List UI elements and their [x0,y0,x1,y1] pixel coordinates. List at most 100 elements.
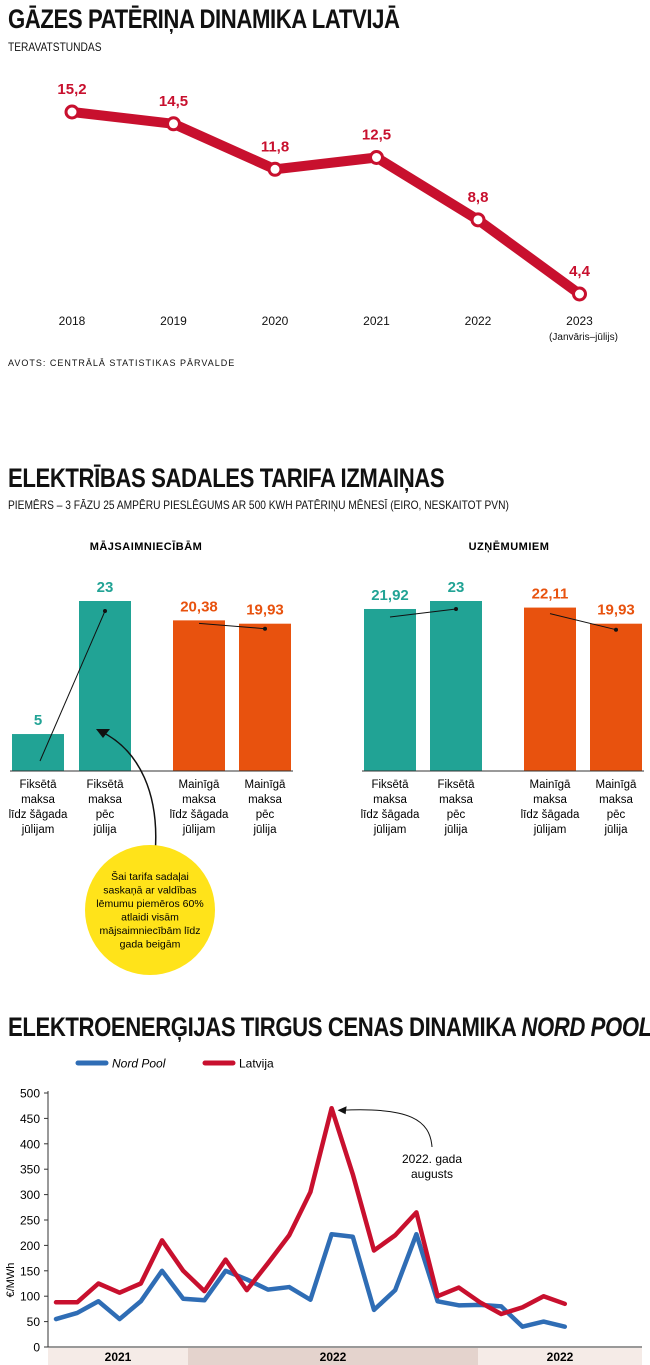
y-tick-label: 200 [20,1239,40,1253]
gas-chart-unit: TERAVATSTUNDAS [8,40,102,54]
households-category-label: līdz šāgada [170,809,229,821]
companies-category-label: maksa [439,794,473,806]
note-text-line: Šai tarifa sadaļai [111,870,189,883]
gas-x-tick-note: (Janvāris–jūlijs) [549,332,618,343]
year-band [188,1348,478,1365]
gas-value-label: 4,4 [569,263,591,280]
y-tick-label: 500 [20,1087,40,1101]
companies-category-label: pēc [447,809,466,821]
gas-chart-source: AVOTS: CENTRĀLĀ STATISTIKAS PĀRVALDE [8,358,236,368]
households-change-arrow-head [103,609,107,613]
households-bar [79,601,131,771]
households-category-label: Mainīgā [245,779,287,791]
gas-data-point [369,150,384,165]
gas-series-line [67,107,585,299]
note-callout-arrowhead [96,729,110,738]
companies-category-label: Mainīgā [596,779,638,791]
gas-line-chart: 15,2 2018 14,5 2019 11,8 2020 12,5 2021 8,8 2022 4… [57,81,618,343]
households-category-label: maksa [88,794,122,806]
companies-bar [524,607,576,771]
tariff-chart-title: ELEKTRĪBAS SADALES TARIFA IZMAIŅAS [8,463,445,493]
gas-value-label: 14,5 [159,93,188,110]
households-category-label: jūlijam [21,824,55,836]
households-category-label: Mainīgā [179,779,221,791]
companies-category-label: Fiksētā [437,779,475,791]
gas-value-label: 8,8 [468,189,489,206]
year-band-label: 2022 [547,1350,574,1364]
gas-x-tick-label: 2023 [566,314,593,328]
note-text-line: mājsaimniecībām līdz [100,925,201,937]
series-line-nord-pool [53,1231,568,1329]
year-band-label: 2022 [320,1350,347,1364]
households-value-label: 20,38 [180,598,218,615]
gas-x-tick-label: 2018 [59,314,86,328]
year-band [478,1348,642,1365]
gas-x-tick-label: 2021 [363,314,390,328]
gas-chart-title: GĀZES PATĒRIŅA DINAMIKA LATVIJĀ [8,4,400,34]
households-category-label: līdz šāgada [9,809,68,821]
nordpool-line-chart: 2021 2022 2022 0 50 100 150 200 250 300 350 400 450 5… [5,1057,642,1365]
gas-data-point [64,104,80,120]
households-category-label: pēc [256,809,275,821]
note-text-line: gada beigām [120,939,181,951]
companies-bar [590,623,642,771]
companies-category-label: līdz šāgada [361,809,420,821]
y-tick-label: 400 [20,1137,40,1151]
gas-value-label: 12,5 [362,127,391,144]
companies-group-title: UZŅĒMUMIEM [469,541,550,553]
companies-value-label: 22,11 [532,586,569,603]
year-band-label: 2021 [105,1350,132,1364]
year-band [48,1348,188,1365]
companies-category-label: maksa [599,794,633,806]
series-line-latvija [53,1105,568,1317]
households-category-label: jūlija [92,824,117,836]
legend-label: Nord Pool [112,1057,166,1071]
gas-value-label: 11,8 [261,138,289,155]
households-category-label: pēc [96,809,115,821]
households-bar [12,734,64,771]
peak-annotation-text: augusts [411,1167,453,1181]
companies-category-label: jūlija [603,824,628,836]
companies-category-label: Mainīgā [530,779,572,791]
y-tick-label: 0 [33,1341,40,1355]
y-tick-label: 350 [20,1163,40,1177]
peak-annotation-line [341,1109,433,1148]
companies-category-label: jūlijam [373,824,407,836]
companies-change-arrow [389,608,457,618]
companies-bar [430,601,482,771]
gas-data-point [572,286,587,302]
households-bar [173,620,225,771]
note-text-line: lēmumu piemēros 60% [96,898,203,910]
households-category-label: jūlijam [182,824,216,836]
y-tick-label: 300 [20,1188,40,1202]
nordpool-title-italic: NORD POOL [521,1012,650,1042]
households-value-label: 5 [34,712,42,729]
gas-value-label: 15,2 [57,81,86,98]
households-category-label: Fiksētā [86,779,124,791]
legend-label: Latvija [239,1057,274,1071]
companies-value-label: 21,92 [371,587,409,604]
households-category-label: maksa [182,794,216,806]
companies-category-label: jūlijam [533,824,567,836]
companies-category-label: jūlija [443,824,468,836]
y-tick-label: 450 [20,1112,40,1126]
households-change-arrow [39,610,106,762]
companies-category-label: pēc [607,809,626,821]
gas-data-point [166,116,181,132]
households-category-label: maksa [248,794,282,806]
y-tick-label: 100 [20,1290,40,1304]
note-callout-line [99,730,157,856]
companies-value-label: 23 [448,579,465,596]
companies-change-arrow-head [454,607,458,611]
y-axis-label: €/MWh [5,1263,17,1298]
peak-annotation-arrowhead [337,1106,347,1115]
nordpool-title-main: ELEKTROENERĢIJAS TIRGUS CENAS DINAMIKA [8,1012,522,1042]
companies-category-label: Fiksētā [371,779,409,791]
households-bar [239,623,291,771]
companies-category-label: līdz šāgada [521,809,580,821]
households-category-label: maksa [21,794,55,806]
households-value-label: 23 [97,579,114,596]
households-change-arrow-head [263,626,267,631]
y-tick-label: 50 [27,1315,41,1329]
tariff-bar-charts: MĀJSAIMNIECĪBĀM 5 Fiksētā maksa līdz šāgada j… [9,541,644,975]
